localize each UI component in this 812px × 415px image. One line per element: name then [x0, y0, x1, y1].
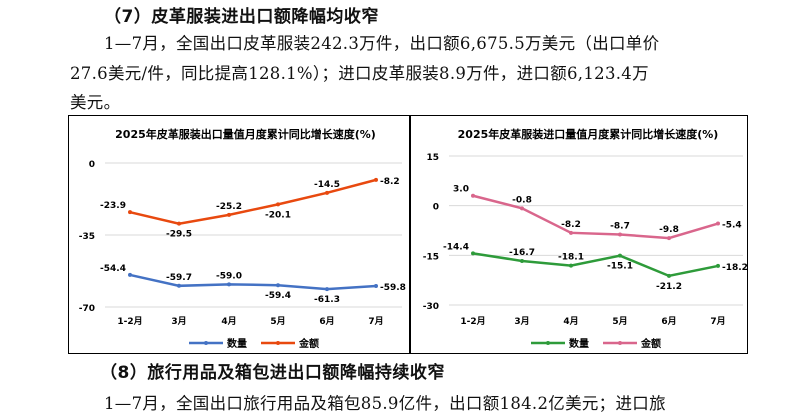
x-tick-label: 4月 [563, 316, 578, 327]
chart-title: 2025年皮革服装出口量值月度累计同比增长速度(%) [115, 127, 376, 141]
data-label: -20.1 [265, 210, 291, 220]
x-tick-label: 7月 [710, 316, 725, 327]
legend-marker [618, 341, 622, 345]
data-label: -59.4 [265, 291, 291, 301]
x-tick-label: 1-2月 [460, 316, 485, 327]
legend-label: 金额 [640, 337, 661, 350]
y-tick-label: -30 [423, 302, 439, 312]
x-tick-label: 3月 [514, 316, 529, 327]
data-label: -8.2 [380, 177, 400, 187]
data-point [128, 210, 132, 215]
data-point [716, 221, 720, 226]
data-label: -16.7 [509, 248, 535, 258]
x-tick-label: 5月 [270, 316, 285, 327]
data-label: -54.4 [100, 264, 126, 274]
series-line-1 [472, 194, 719, 240]
data-label: -18.2 [722, 263, 747, 273]
x-tick-label: 4月 [221, 316, 236, 327]
data-point [374, 177, 378, 182]
data-point [667, 273, 671, 278]
data-label: 3.0 [453, 185, 469, 195]
legend-label: 数量 [569, 337, 589, 350]
series-line-0 [129, 273, 377, 291]
paragraph-line: 27.6美元/件，同比提高128.1%）；进口皮革服装8.9万件，进口额6,12… [70, 64, 649, 83]
y-tick-label: -15 [423, 252, 439, 262]
x-tick-label: 6月 [661, 316, 676, 327]
data-point [276, 283, 280, 288]
data-point [325, 190, 329, 195]
data-label: -61.3 [314, 295, 340, 305]
data-label: -23.9 [100, 201, 126, 211]
data-point [227, 212, 231, 217]
y-tick-label: -35 [79, 232, 95, 242]
data-point [325, 287, 329, 292]
x-tick-label: 3月 [171, 316, 186, 327]
data-label: -21.2 [656, 282, 682, 292]
y-tick-label: 0 [89, 160, 95, 170]
chart-title: 2025年皮革服装进口量值月度累计同比增长速度(%) [458, 127, 719, 141]
data-point [177, 221, 181, 226]
x-tick-label: 6月 [319, 316, 334, 327]
data-point [177, 283, 181, 288]
data-label: -18.1 [558, 253, 584, 263]
data-point [520, 258, 524, 263]
export-growth-chart: 2025年皮革服装出口量值月度累计同比增长速度(%) 0 -35 -70 1-2月 3月 4… [79, 127, 406, 350]
data-label: -0.8 [512, 195, 532, 205]
data-point [716, 263, 720, 268]
x-tick-label: 1-2月 [117, 316, 142, 327]
data-point [276, 202, 280, 207]
data-label: -14.4 [443, 242, 469, 252]
paragraph-line: 美元。 [70, 93, 121, 112]
series-line-0 [472, 252, 719, 278]
data-point [569, 263, 573, 268]
x-tick-label: 7月 [368, 316, 383, 327]
paragraph-line: 1—7月，全国出口旅行用品及箱包85.9亿件，出口额184.2亿美元；进口旅 [104, 394, 666, 413]
legend-marker [204, 341, 208, 345]
data-point [618, 232, 622, 237]
x-tick-label: 5月 [612, 316, 627, 327]
data-point [128, 272, 132, 277]
series-line-1 [129, 178, 377, 225]
data-label: -9.8 [659, 225, 679, 235]
data-point [471, 193, 475, 198]
data-point [520, 206, 524, 211]
data-label: -59.0 [216, 271, 242, 281]
data-label: -8.2 [561, 220, 581, 230]
data-point [471, 251, 475, 256]
legend-label: 金额 [298, 337, 319, 350]
section-8-heading: （8）旅行用品及箱包进出口额降幅持续收窄 [100, 363, 445, 383]
legend-marker [546, 341, 550, 345]
legend-marker [276, 341, 280, 345]
data-label: -25.2 [216, 202, 242, 212]
data-point [227, 282, 231, 287]
data-point [374, 284, 378, 289]
data-point [618, 253, 622, 258]
paragraph-line: 1—7月，全国出口皮革服装242.3万件，出口额6,675.5万美元（出口单价 [104, 34, 660, 53]
data-label: -29.5 [166, 230, 192, 240]
chart-divider [409, 116, 411, 353]
y-tick-label: -70 [79, 304, 95, 314]
section-7-heading: （7）皮革服装进出口额降幅均收窄 [104, 7, 379, 27]
data-label: -59.7 [166, 273, 192, 283]
data-point [569, 230, 573, 235]
y-tick-label: 15 [426, 153, 439, 163]
data-label: -15.1 [607, 262, 633, 272]
import-growth-chart: 2025年皮革服装进口量值月度累计同比增长速度(%) 15 0 -15 -30 1-2月 3… [423, 127, 747, 350]
y-tick-label: 0 [433, 203, 439, 213]
data-label: -8.7 [610, 221, 630, 231]
data-point [667, 236, 671, 241]
charts-frame: 2025年皮革服装出口量值月度累计同比增长速度(%) 0 -35 -70 1-2月 3月 4… [68, 115, 748, 354]
data-label: -59.8 [380, 283, 406, 293]
data-label: -14.5 [314, 180, 340, 190]
data-label: -5.4 [722, 221, 742, 231]
legend-label: 数量 [227, 337, 247, 350]
